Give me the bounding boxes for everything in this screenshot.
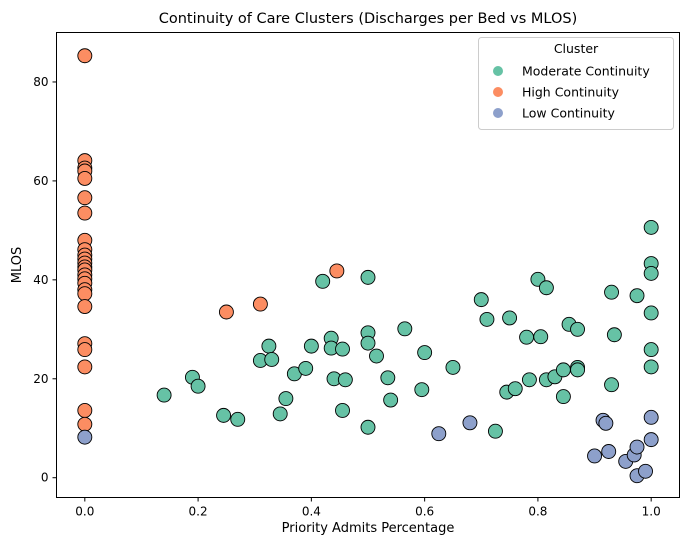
scatter-point [272, 406, 288, 422]
x-tick-label: 0.2 [189, 505, 208, 519]
scatter-point [643, 409, 659, 425]
scatter-point [502, 310, 518, 326]
scatter-point [414, 382, 430, 398]
y-tick-label: 80 [33, 75, 48, 89]
scatter-point [77, 359, 93, 375]
legend-label: High Continuity [522, 85, 620, 100]
y-tick-label: 0 [41, 471, 49, 485]
scatter-point [417, 345, 433, 361]
x-tick-label: 0.0 [75, 505, 94, 519]
scatter-point [519, 329, 535, 345]
legend-marker [493, 66, 503, 76]
y-tick-label: 40 [33, 273, 48, 287]
scatter-point [360, 335, 376, 351]
legend: Cluster Moderate Continuity High Continui… [478, 37, 674, 130]
scatter-point [77, 342, 93, 358]
scatter-point [643, 432, 659, 448]
y-tick-label: 60 [33, 174, 48, 188]
plot-frame [56, 32, 680, 498]
scatter-point [335, 341, 350, 357]
scatter-point [638, 463, 653, 479]
scatter-point [315, 273, 331, 289]
y-tick-label: 20 [33, 372, 48, 386]
legend-marker [493, 87, 503, 97]
scatter-point [606, 327, 622, 343]
x-tick-label: 0.6 [415, 505, 434, 519]
chart-title: Continuity of Care Clusters (Discharges … [159, 11, 578, 27]
legend-marker [493, 108, 503, 118]
scatter-point [77, 402, 93, 418]
legend-label: Moderate Continuity [522, 64, 650, 79]
y-axis-label: MLOS [10, 247, 25, 283]
scatter-point [521, 372, 537, 388]
scatter-point [77, 170, 93, 186]
scatter-point [643, 305, 659, 321]
scatter-point [156, 387, 172, 403]
scatter-point [629, 439, 645, 455]
scatter-point [360, 269, 376, 285]
scatter-point [337, 372, 353, 388]
scatter-point [77, 286, 93, 302]
scatter-point [329, 263, 345, 279]
scatter-point [587, 448, 602, 464]
scatter-point [643, 359, 659, 375]
scatter-point [507, 381, 523, 397]
scatter-point [218, 304, 234, 320]
scatter-point [431, 426, 447, 442]
scatter-point [278, 391, 294, 407]
scatter-point [335, 402, 350, 418]
scatter-point [604, 284, 619, 300]
scatter-point [487, 423, 503, 439]
scatter-point [77, 429, 93, 445]
x-axis-ticks: 0.0 0.2 0.4 0.6 0.8 1.0 [75, 497, 661, 519]
scatter-point [77, 48, 93, 64]
scatter-point [77, 299, 93, 314]
scatter-point [252, 296, 268, 312]
scatter-point [598, 415, 614, 431]
scatter-point [77, 416, 93, 432]
x-axis-label: Priority Admits Percentage [282, 521, 455, 536]
scatter-point [77, 190, 93, 206]
scatter-point [538, 280, 554, 296]
scatter-point [570, 321, 585, 337]
scatter-point [473, 292, 489, 308]
x-tick-label: 0.8 [528, 505, 547, 519]
scatter-point [303, 338, 319, 354]
scatter-point [230, 411, 246, 427]
scatter-point [629, 288, 645, 304]
scatter-point [555, 389, 571, 405]
scatter-point [643, 265, 659, 281]
scatter-point [298, 360, 314, 376]
scatter-point [445, 359, 461, 375]
scatter-point [380, 370, 396, 386]
scatter-point [77, 205, 93, 221]
scatter-point [643, 219, 659, 235]
scatter-point [383, 392, 399, 408]
scatter-point [264, 352, 280, 367]
scatter-point [360, 419, 376, 435]
scatter-point [216, 407, 232, 423]
scatter-point [604, 377, 619, 393]
plot-points [77, 48, 659, 484]
scatter-point [369, 348, 384, 364]
scatter-point [397, 321, 413, 337]
y-axis-ticks: 0 20 40 60 80 [33, 75, 57, 485]
scatter-point [261, 338, 277, 354]
x-tick-label: 0.4 [302, 505, 321, 519]
x-tick-label: 1.0 [642, 505, 661, 519]
scatter-point [479, 311, 495, 327]
legend-title: Cluster [554, 41, 599, 56]
scatter-point [190, 378, 206, 394]
scatter-point [533, 329, 549, 345]
scatter-point [643, 342, 659, 358]
scatter-point [555, 362, 571, 378]
legend-box [478, 37, 674, 130]
scatter-point [462, 415, 478, 431]
scatter-point [570, 362, 585, 378]
scatter-point [601, 444, 617, 459]
legend-label: Low Continuity [522, 106, 615, 121]
